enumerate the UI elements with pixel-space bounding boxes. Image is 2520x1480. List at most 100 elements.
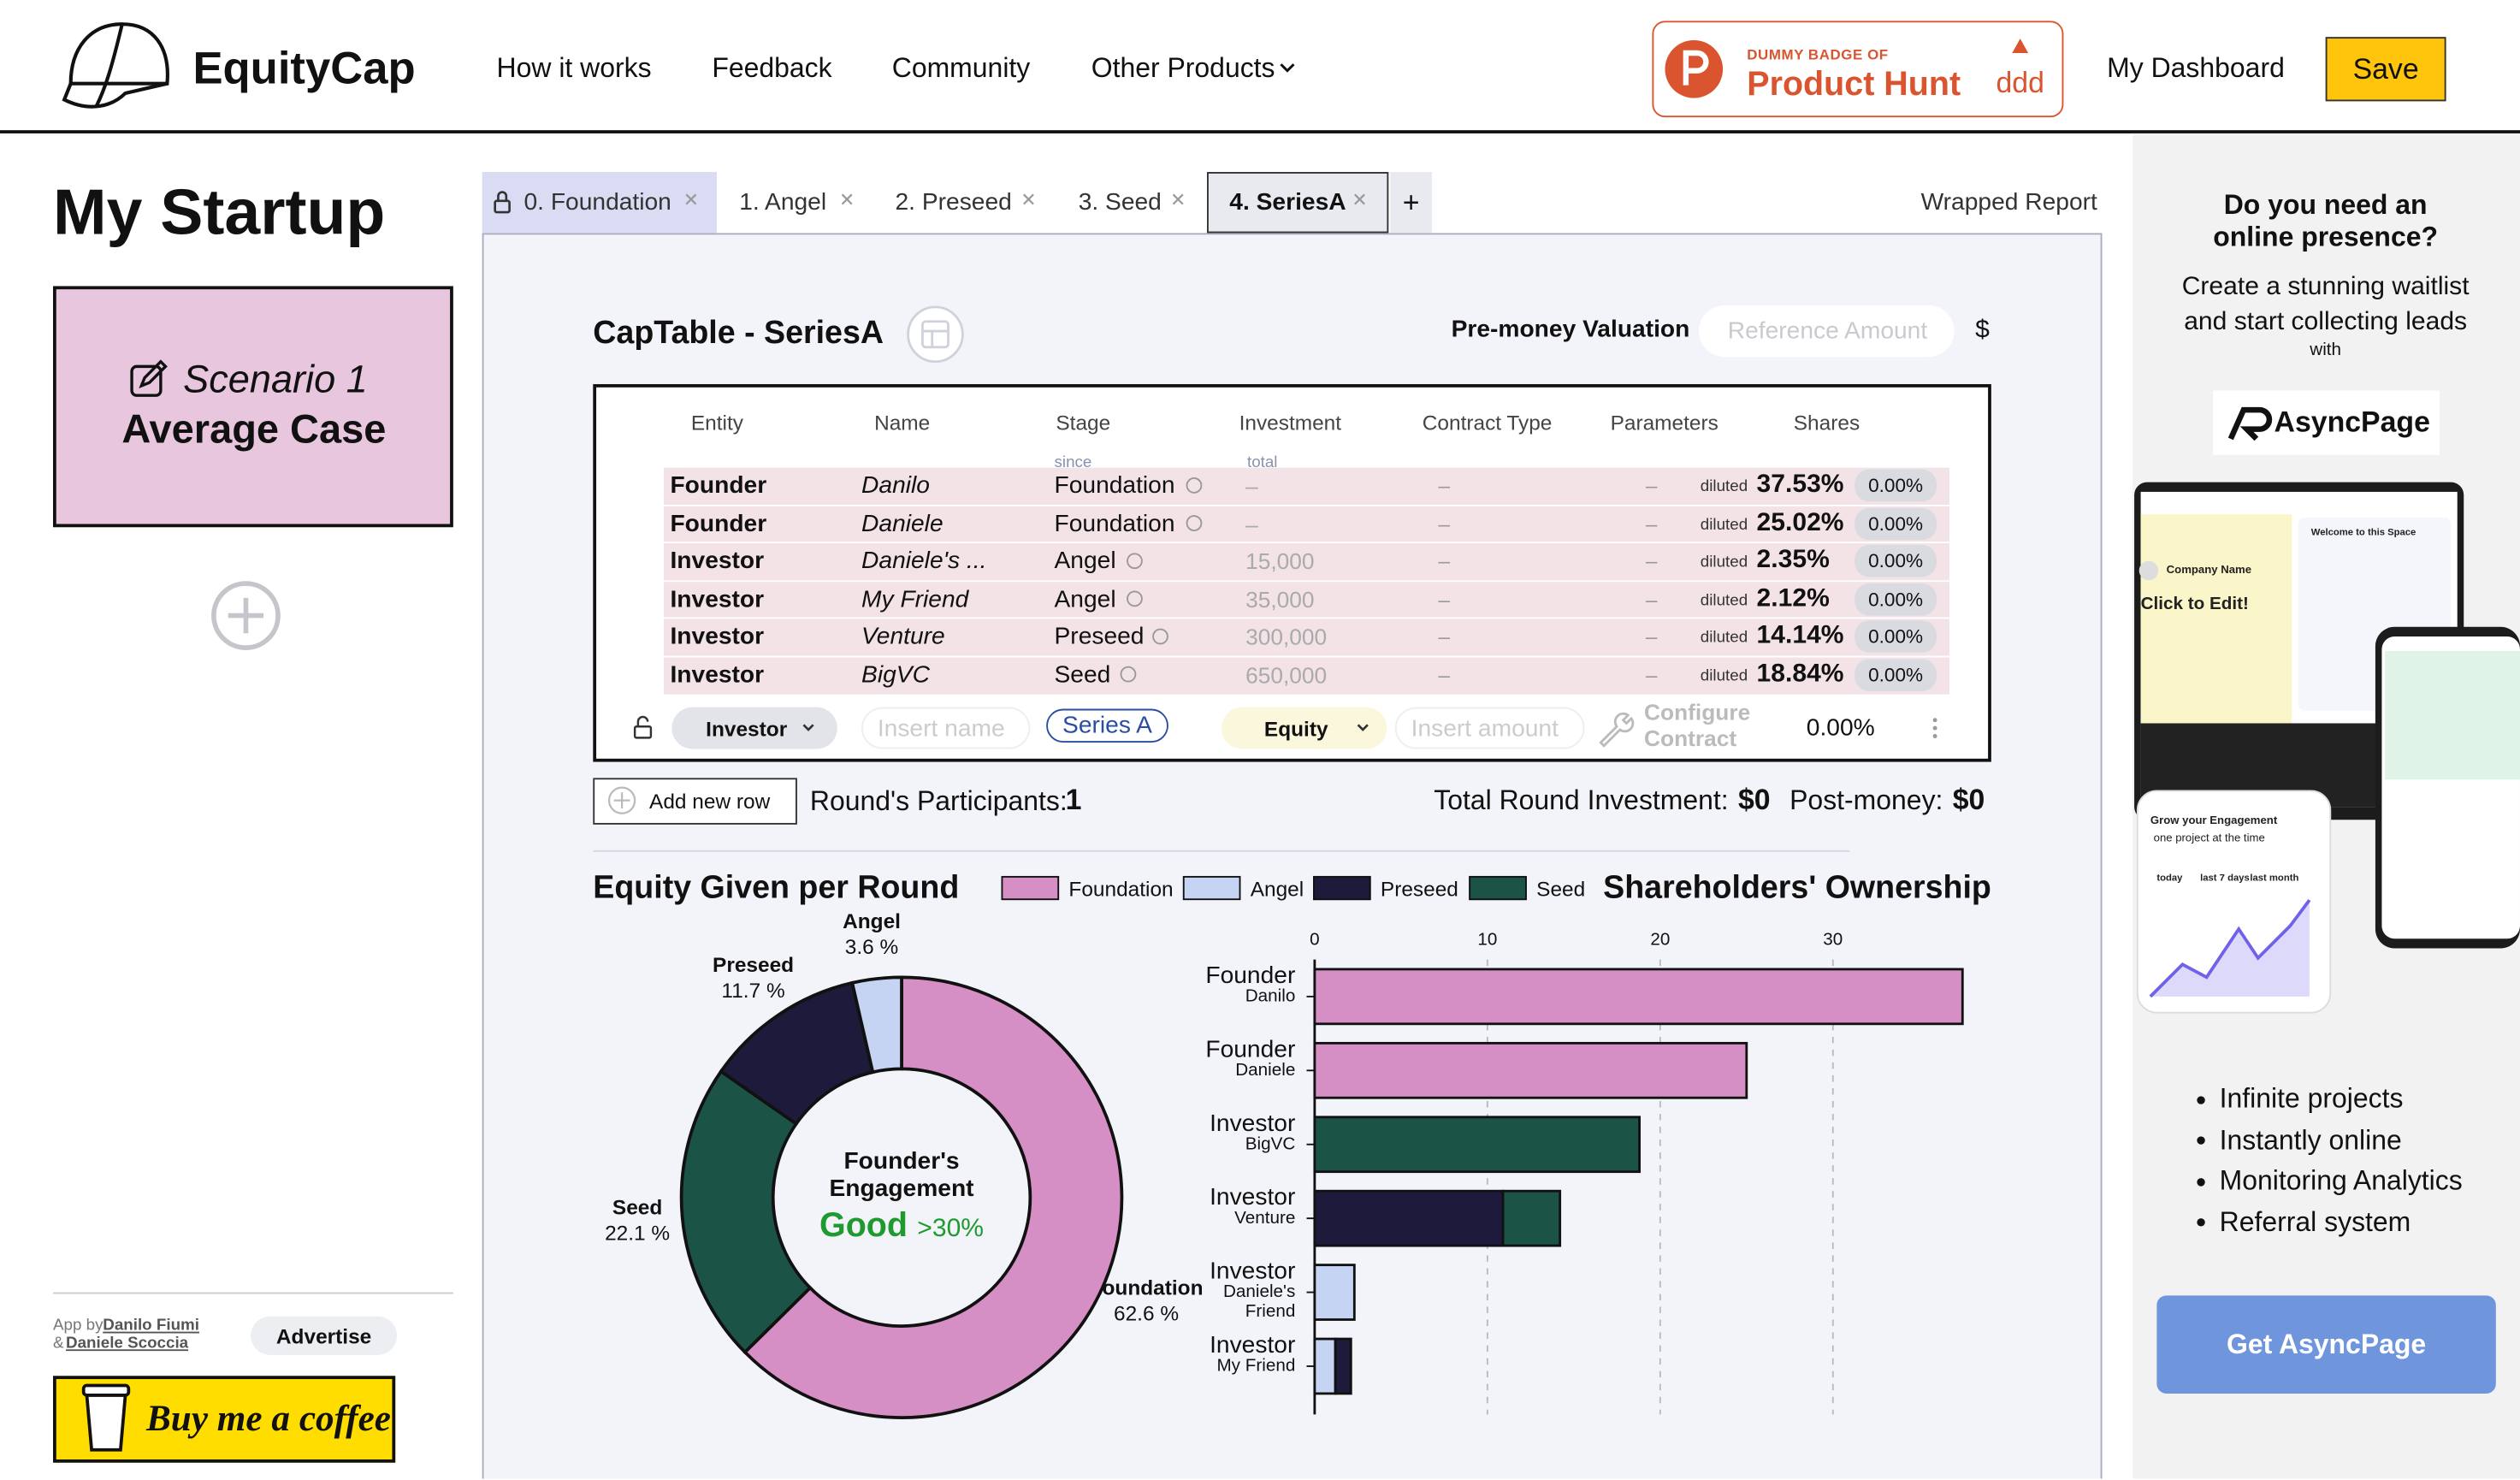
bar-segment — [1501, 1189, 1562, 1247]
bar-segment — [1313, 1337, 1337, 1395]
scenario-label: Average Case — [121, 407, 387, 453]
column-header: Entity — [690, 411, 743, 435]
cell-stage: Angel — [1054, 584, 1116, 613]
cell-investment: – — [1245, 510, 1258, 536]
page-title: My Startup — [53, 177, 386, 249]
tab[interactable] — [482, 172, 717, 234]
ad-logo-box — [2213, 390, 2440, 455]
x-tick-label: 0 — [1310, 930, 1320, 950]
ph-logo-p — [1683, 50, 1709, 86]
credit-author[interactable]: Danilo Fiumi — [103, 1317, 199, 1335]
y-subcategory: My Friend — [1216, 1356, 1296, 1376]
cell-diluted-label: diluted — [1700, 629, 1748, 648]
nav-link[interactable]: How it works — [496, 53, 652, 84]
chart-title: Equity Given per Round — [593, 870, 960, 906]
mockup-text: today — [2156, 874, 2183, 885]
nav-link[interactable]: Community — [891, 53, 1031, 84]
cell-diluted: 37.53% — [1756, 471, 1844, 499]
tab-label[interactable]: 4. SeriesA — [1229, 188, 1346, 216]
bullet-dot — [2197, 1095, 2205, 1104]
add-tab[interactable]: + — [1390, 172, 1433, 234]
ad-bullet: Infinite projects — [2219, 1083, 2404, 1115]
report-link[interactable]: Wrapped Report — [1920, 188, 2097, 216]
valuation-input[interactable] — [1698, 305, 1955, 358]
cell-contract: – — [1438, 511, 1451, 536]
cell-name: Daniele's ... — [861, 547, 987, 575]
cell-name: Venture — [861, 623, 945, 650]
credit-joiner: & — [53, 1335, 64, 1353]
tab-label[interactable]: 2. Preseed — [895, 188, 1012, 216]
table-icon[interactable] — [907, 305, 964, 364]
cell-shares: 0.00% — [1855, 658, 1937, 690]
slice-label: Angel — [843, 909, 901, 933]
dashboard-link[interactable]: My Dashboard — [2107, 53, 2285, 84]
ad-bullet: Instantly online — [2219, 1124, 2402, 1155]
add-scenario[interactable] — [211, 581, 281, 650]
cell-diluted-label: diluted — [1700, 516, 1748, 534]
amount-input[interactable]: Insert amount — [1394, 707, 1585, 749]
configure-contract[interactable]: Configure Contract — [1644, 699, 1751, 751]
round-totals: Total Round Investment: $0 Post-money: $0 — [1434, 784, 1985, 817]
stage-badge[interactable]: Series A — [1046, 708, 1168, 743]
y-category: Investor — [1210, 1331, 1296, 1359]
participants-label: Round's Participants: — [809, 785, 1068, 817]
nav-link[interactable]: Other Products — [1091, 53, 1275, 84]
nav-link[interactable]: Feedback — [712, 53, 832, 84]
wrench-icon — [1599, 712, 1635, 748]
cell-stage: Preseed — [1054, 623, 1145, 650]
tab-label[interactable]: 3. Seed — [1078, 188, 1162, 216]
cell-shares: 0.00% — [1855, 544, 1937, 577]
lock-icon — [494, 191, 511, 214]
ad-cta[interactable]: Get AsyncPage — [2156, 1295, 2496, 1394]
tab[interactable] — [1206, 172, 1389, 234]
cell-name: Danilo — [861, 471, 930, 500]
y-subcategory: Daniele's Friend — [1222, 1282, 1296, 1322]
participants: 1 — [1065, 783, 1082, 816]
bar-segment — [1313, 1264, 1356, 1321]
cell-diluted-label: diluted — [1700, 477, 1748, 496]
bar-segment — [1313, 1041, 1748, 1099]
column-header: Stage — [1056, 411, 1111, 435]
cell-shares: 0.00% — [1855, 583, 1937, 615]
badge-kicker: DUMMY BADGE OF — [1747, 46, 1889, 63]
legend-swatch — [1182, 875, 1241, 901]
tab-label[interactable]: 0. Foundation — [524, 188, 671, 216]
save-button[interactable]: Save — [2325, 37, 2446, 102]
cell-diluted: 14.14% — [1756, 622, 1844, 650]
scenario-card[interactable] — [53, 286, 453, 528]
cell-name: Daniele — [861, 509, 944, 537]
y-category: Investor — [1210, 1183, 1296, 1211]
name-input[interactable]: Insert name — [861, 707, 1031, 749]
row-divider — [663, 654, 1950, 657]
asyncpage-logo — [2227, 406, 2273, 441]
new-row-shares: 0.00% — [1806, 714, 1875, 743]
upvote-icon — [2012, 38, 2029, 54]
credit-author[interactable]: Daniele Scoccia — [66, 1335, 189, 1353]
bar-segment — [1313, 968, 1964, 1026]
slice-value: 22.1 % — [605, 1220, 671, 1246]
mockup-text: last 7 days — [2200, 874, 2250, 885]
cell-investment: 300,000 — [1245, 623, 1328, 650]
advertise-button[interactable]: Advertise — [251, 1316, 398, 1355]
more-icon[interactable] — [1932, 718, 1937, 738]
product-hunt-badge[interactable] — [1652, 21, 2064, 118]
cell-stage: Seed — [1054, 660, 1111, 689]
y-category: Investor — [1210, 1110, 1296, 1138]
y-subcategory: Venture — [1234, 1208, 1296, 1228]
row-divider — [663, 542, 1950, 544]
cell-stage: Angel — [1054, 547, 1116, 575]
cell-shares: 0.00% — [1855, 506, 1937, 540]
contract-select[interactable]: Equity — [1221, 707, 1387, 749]
cell-name: My Friend — [861, 584, 969, 613]
y-subcategory: BigVC — [1245, 1134, 1296, 1154]
tab-label[interactable]: 1. Angel — [739, 188, 827, 216]
cell-contract: – — [1438, 548, 1451, 573]
cell-investment: 15,000 — [1245, 548, 1315, 574]
tab-close-icons[interactable] — [685, 193, 1365, 205]
ad-brand: AsyncPage — [2274, 406, 2430, 438]
cell-diluted: 25.02% — [1756, 508, 1844, 536]
total: $0 — [1737, 783, 1771, 816]
x-tick-label: 30 — [1823, 930, 1843, 950]
add-row-icon — [607, 786, 636, 814]
